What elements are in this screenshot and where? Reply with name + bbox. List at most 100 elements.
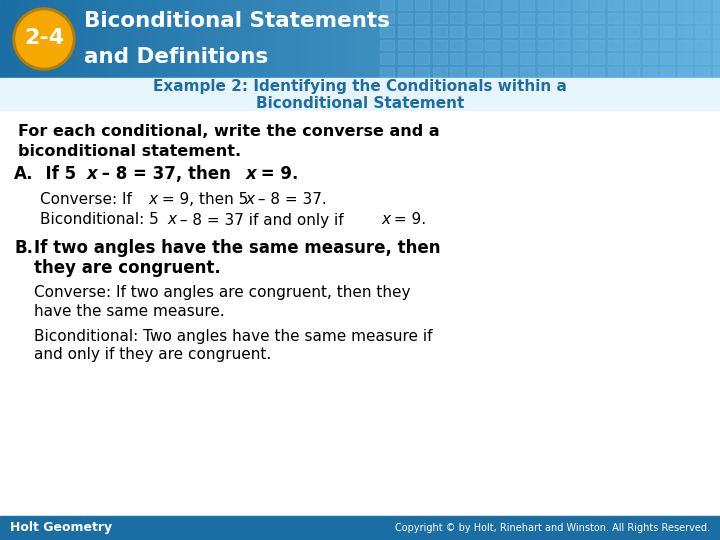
Bar <box>317 0 320 78</box>
Bar <box>713 0 716 78</box>
Bar <box>660 26 674 37</box>
Bar <box>659 0 662 78</box>
Bar <box>360 0 364 78</box>
Bar <box>382 0 385 78</box>
Bar <box>503 39 516 50</box>
Text: – 8 = 37, then: – 8 = 37, then <box>96 165 237 183</box>
Bar <box>421 0 425 78</box>
Bar <box>590 39 604 50</box>
Bar <box>202 0 205 78</box>
Bar <box>433 53 446 64</box>
Bar <box>572 53 587 64</box>
Bar <box>520 26 534 37</box>
Bar <box>485 12 499 23</box>
Bar <box>555 0 569 10</box>
Bar <box>299 0 302 78</box>
Text: = 9, then 5: = 9, then 5 <box>157 192 248 206</box>
Bar <box>292 0 295 78</box>
Bar <box>338 0 342 78</box>
Bar <box>220 0 223 78</box>
Bar <box>212 0 216 78</box>
Bar <box>695 0 698 78</box>
Bar <box>503 0 516 10</box>
Bar <box>642 12 657 23</box>
Bar <box>608 26 621 37</box>
Bar <box>468 0 472 78</box>
Bar <box>433 39 446 50</box>
Text: x: x <box>87 165 98 183</box>
Bar <box>634 0 637 78</box>
Bar <box>623 0 626 78</box>
Bar <box>450 53 464 64</box>
Bar <box>274 0 277 78</box>
Bar <box>529 0 533 78</box>
Bar <box>625 39 639 50</box>
Bar <box>479 0 482 78</box>
Bar <box>433 66 446 77</box>
Bar <box>680 0 684 78</box>
Bar <box>540 0 544 78</box>
Text: If two angles have the same measure, then: If two angles have the same measure, the… <box>34 239 441 257</box>
Bar <box>538 66 552 77</box>
Text: biconditional statement.: biconditional statement. <box>18 144 241 159</box>
Bar <box>576 0 580 78</box>
Bar <box>467 53 482 64</box>
Bar <box>713 0 720 10</box>
Bar <box>397 39 412 50</box>
Bar <box>569 0 572 78</box>
Text: Biconditional: Two angles have the same measure if: Biconditional: Two angles have the same … <box>34 328 433 343</box>
Text: Biconditional Statements: Biconditional Statements <box>84 11 390 31</box>
Bar <box>625 26 639 37</box>
Bar <box>605 0 608 78</box>
Bar <box>397 53 412 64</box>
Bar <box>520 53 534 64</box>
Bar <box>238 0 241 78</box>
Bar <box>162 0 166 78</box>
Bar <box>380 53 394 64</box>
Bar <box>482 0 486 78</box>
Bar <box>572 12 587 23</box>
Bar <box>670 0 673 78</box>
Bar <box>594 0 598 78</box>
Bar <box>407 0 410 78</box>
Bar <box>716 0 720 78</box>
Text: 2-4: 2-4 <box>24 28 64 48</box>
Bar <box>485 26 499 37</box>
Bar <box>695 0 709 10</box>
Bar <box>644 0 648 78</box>
Bar <box>660 0 674 10</box>
Bar <box>0 78 720 110</box>
Bar <box>97 0 101 78</box>
Bar <box>259 0 263 78</box>
Bar <box>713 12 720 23</box>
Bar <box>641 0 644 78</box>
Text: = 9.: = 9. <box>389 213 426 227</box>
Bar <box>555 66 569 77</box>
Bar <box>695 26 709 37</box>
Bar <box>504 0 508 78</box>
Bar <box>18 0 22 78</box>
Bar <box>450 66 464 77</box>
Bar <box>503 26 516 37</box>
Bar <box>662 0 666 78</box>
Bar <box>450 0 454 78</box>
Bar <box>702 0 706 78</box>
Bar <box>625 0 639 10</box>
Bar <box>630 0 634 78</box>
Bar <box>108 0 112 78</box>
Bar <box>198 0 202 78</box>
Text: have the same measure.: have the same measure. <box>34 303 225 319</box>
Bar <box>536 0 540 78</box>
Bar <box>562 0 565 78</box>
Text: Copyright © by Holt, Rinehart and Winston. All Rights Reserved.: Copyright © by Holt, Rinehart and Winsto… <box>395 523 710 533</box>
Bar <box>457 0 461 78</box>
Bar <box>713 26 720 37</box>
Bar <box>248 0 252 78</box>
Bar <box>90 0 94 78</box>
Bar <box>313 0 317 78</box>
Text: B.: B. <box>14 239 33 257</box>
Bar <box>432 0 436 78</box>
Bar <box>590 26 604 37</box>
Bar <box>443 0 446 78</box>
Bar <box>86 0 90 78</box>
